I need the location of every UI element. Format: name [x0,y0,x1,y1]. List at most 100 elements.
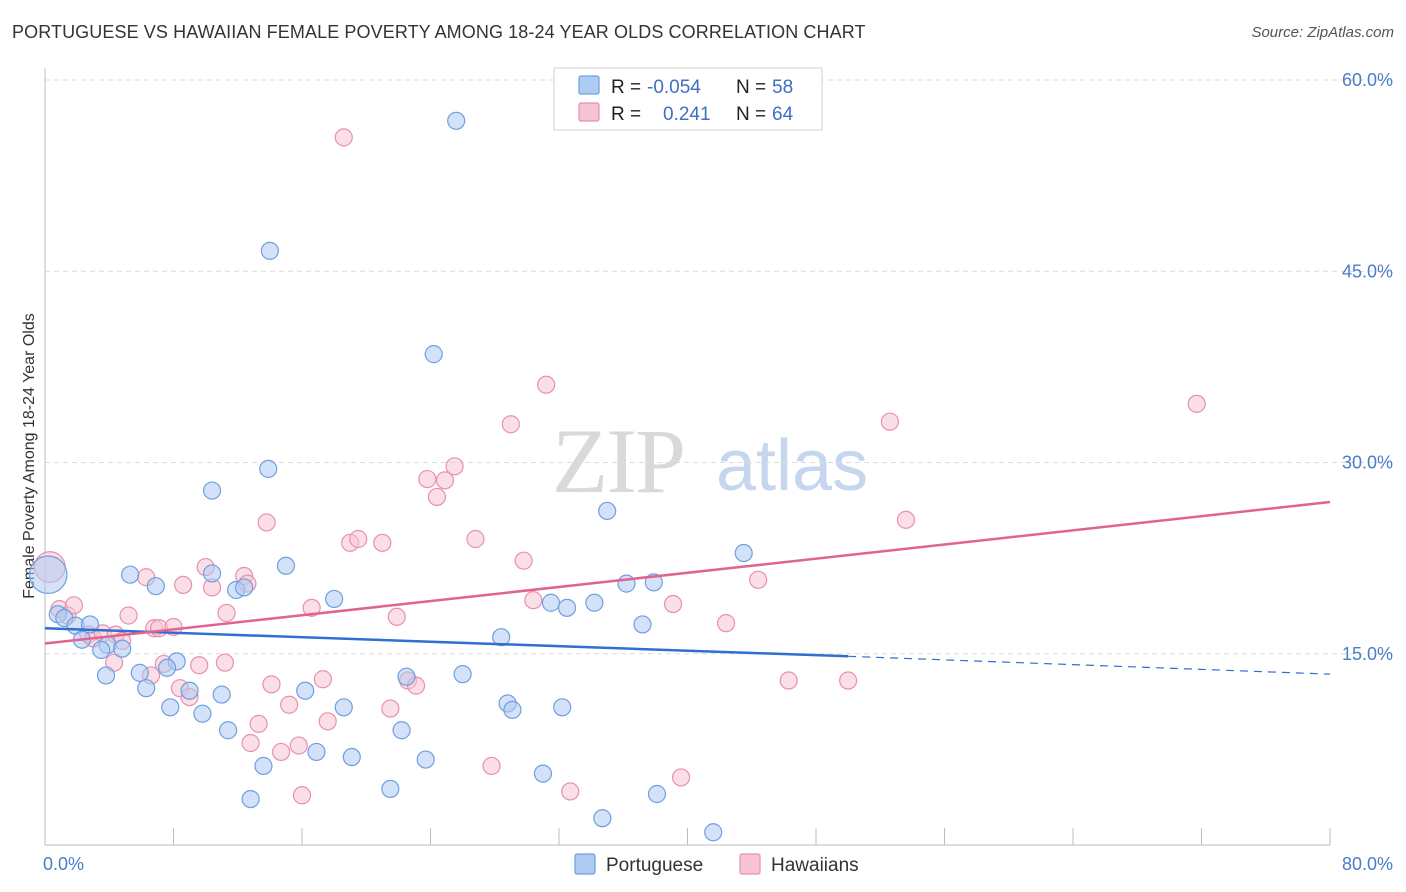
portuguese-point [598,501,617,521]
legend-n-value-2: 64 [772,104,794,125]
portuguese-point [307,742,326,762]
hawaiians-point [445,457,464,476]
portuguese-point [704,823,723,842]
portuguese-point [647,784,667,804]
portuguese-point [259,459,278,478]
legend-n-label-2: N = [736,104,771,125]
bottom-legend-label-hawaiians: Hawaiians [771,855,859,876]
portuguese-point [202,481,222,500]
hawaiians-point [174,575,193,595]
bottom-legend-swatch-hawaiians [739,853,761,875]
hawaiians-point [119,606,138,625]
portuguese-point [161,698,180,717]
portuguese-point [137,679,156,698]
hawaiians-point [334,128,353,147]
hawaiians-point [292,786,312,805]
hawaiians-point [64,596,84,615]
portuguese-point [235,578,254,597]
watermark-atlas: atlas [716,426,868,506]
hawaiians-point [418,469,437,489]
portuguese-point [241,789,260,809]
hawaiians-point [663,594,683,614]
legend-r-value-2: 0.241 [663,104,711,125]
hawaiians-point [262,675,281,694]
portuguese-trend-extension [848,655,1331,675]
legend-n-value-1: 58 [772,77,793,98]
hawaiians-point [249,714,268,733]
portuguese-point [633,615,652,634]
hawaiians-point [164,617,183,637]
hawaiians-point [880,412,899,431]
portuguese-point [146,577,165,596]
portuguese-trend-line [44,627,849,658]
portuguese-point [424,345,443,364]
hawaiians-point [839,671,858,690]
hawaiians-point [349,529,368,549]
legend-r-label-1: R = [611,77,646,98]
hawaiians-point [241,733,260,753]
portuguese-point [734,543,753,563]
hawaiians-point [387,607,406,626]
watermark-zip: ZIP [552,410,684,512]
portuguese-point [130,663,149,682]
portuguese-point [325,589,344,609]
hawaiians-trend-line [44,500,1331,645]
portuguese-point [447,111,466,130]
portuguese-point [260,241,279,260]
bottom-legend-swatch-portuguese [574,853,596,875]
portuguese-point [342,747,361,767]
hawaiians-point [501,415,520,434]
hawaiians-point [272,742,291,762]
portuguese-point [276,556,296,575]
legend-n-label-1: N = [736,77,771,98]
bottom-legend-label-portuguese: Portuguese [606,855,703,876]
portuguese-point [212,685,231,704]
portuguese-point [180,681,199,700]
hawaiians-point [514,551,533,570]
portuguese-point [397,667,416,686]
portuguese-point [553,698,572,717]
portuguese-point [219,721,238,740]
hawaiians-point [524,591,543,610]
portuguese-point [503,700,522,719]
portuguese-point [202,564,222,583]
portuguese-point [254,756,273,776]
portuguese-point [557,598,577,617]
correlation-legend: R = -0.054 N = 58 R = 0.241 N = 64 [553,67,823,131]
hawaiians-point [427,487,447,507]
portuguese-point [193,704,212,723]
hawaiians-point [561,782,580,801]
portuguese-point [381,779,400,799]
hawaiians-point [215,653,234,672]
portuguese-point [121,565,140,584]
hawaiians-point [289,736,308,755]
hawaiians-point [190,656,209,675]
hawaiians-point [749,570,768,589]
portuguese-point [585,593,604,612]
portuguese-point [416,750,435,769]
hawaiians-point [716,614,736,633]
hawaiians-point [537,375,556,394]
y-tick-label: 45.0% [1342,261,1393,281]
hawaiians-point [896,510,916,529]
hawaiians-point [313,670,332,689]
portuguese-point [533,764,553,783]
y-tick-labels: 15.0% 30.0% 45.0% 60.0% [1342,70,1393,664]
hawaiians-point [373,533,392,552]
portuguese-point [92,640,111,660]
hawaiians-point [435,471,455,490]
hawaiians-point [257,513,276,532]
portuguese-point [492,628,511,647]
portuguese-point [541,593,561,612]
portuguese-point [453,665,472,684]
series-legend: Portuguese Hawaiians [574,853,859,876]
portuguese-point [96,666,116,685]
portuguese-point [112,639,132,658]
hawaiians-point [779,671,798,690]
legend-swatch-portuguese [578,75,600,95]
portuguese-point [28,555,68,595]
portuguese-point [334,698,353,717]
y-tick-label: 15.0% [1342,644,1393,664]
x-tick-marks [44,828,1331,845]
